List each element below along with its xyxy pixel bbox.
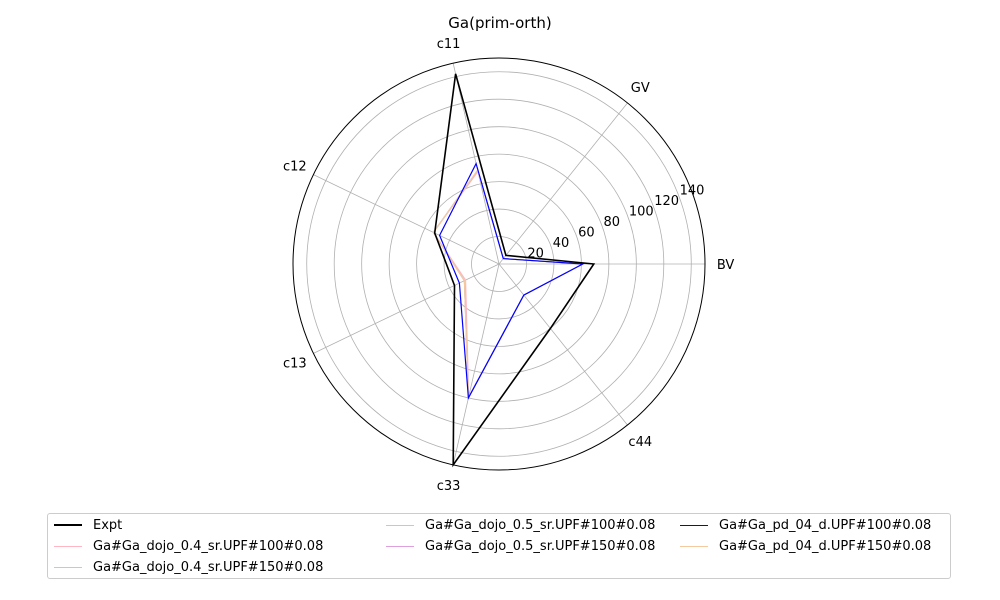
- series-line-5: [438, 161, 585, 400]
- legend-label: Expt: [93, 517, 123, 533]
- legend-label: Ga#Ga_dojo_0.4_sr.UPF#150#0.08: [93, 559, 324, 575]
- radial-tick-label: 60: [578, 225, 595, 240]
- legend-swatch: [54, 566, 82, 568]
- legend-item: Ga#Ga_dojo_0.4_sr.UPF#150#0.08: [54, 557, 323, 577]
- spoke-c44: [498, 263, 628, 426]
- legend-label: Ga#Ga_dojo_0.5_sr.UPF#100#0.08: [425, 517, 656, 533]
- axis-label-c33: c33: [437, 479, 461, 494]
- axis-label-c12: c12: [283, 160, 307, 175]
- legend-item: Ga#Ga_pd_04_d.UPF#100#0.08: [680, 515, 931, 535]
- legend-item: Ga#Ga_dojo_0.5_sr.UPF#100#0.08: [386, 515, 655, 535]
- series-line-1: [432, 170, 585, 399]
- axis-labels: BV GV c11 c12 c13 c33 c44: [283, 37, 734, 494]
- spoke-c13: [313, 263, 500, 354]
- legend-label: Ga#Ga_pd_04_d.UPF#150#0.08: [719, 538, 932, 554]
- legend-swatch: [54, 545, 82, 547]
- legend-item: Ga#Ga_pd_04_d.UPF#150#0.08: [680, 536, 931, 556]
- legend-swatch: [54, 524, 82, 526]
- legend-swatch: [386, 545, 414, 547]
- axis-label-BV: BV: [717, 258, 735, 273]
- axis-label-c44: c44: [628, 435, 652, 450]
- spoke-GV: [498, 102, 628, 265]
- axis-label-GV: GV: [631, 81, 650, 96]
- radial-tick-label: 80: [604, 215, 621, 230]
- legend-label: Ga#Ga_dojo_0.4_sr.UPF#100#0.08: [93, 538, 324, 554]
- legend-item: Ga#Ga_dojo_0.5_sr.UPF#150#0.08: [386, 536, 655, 556]
- outer-frame: [292, 57, 706, 471]
- radial-tick-label: 140: [680, 183, 705, 198]
- series-line-0: [433, 73, 596, 468]
- legend-label: Ga#Ga_pd_04_d.UPF#100#0.08: [719, 517, 932, 533]
- radial-tick-label: 20: [527, 246, 544, 261]
- legend-item: Expt: [54, 515, 122, 535]
- legend-item: Ga#Ga_dojo_0.4_sr.UPF#100#0.08: [54, 536, 323, 556]
- axis-label-c11: c11: [437, 37, 461, 52]
- legend-swatch: [386, 524, 414, 526]
- series-layer: [432, 73, 596, 468]
- legend-swatch: [680, 545, 708, 547]
- axis-label-c13: c13: [283, 356, 307, 371]
- spoke-c12: [313, 174, 500, 265]
- radar-grid: [292, 57, 706, 471]
- chart-title: Ga(prim-orth): [448, 14, 551, 32]
- radial-tick-label: 120: [654, 194, 679, 209]
- legend-swatch: [680, 524, 708, 526]
- radial-tick-label: 40: [553, 236, 570, 251]
- legend-label: Ga#Ga_dojo_0.5_sr.UPF#150#0.08: [425, 538, 656, 554]
- legend: Expt Ga#Ga_dojo_0.4_sr.UPF#100#0.08 Ga#Ga_…: [47, 513, 951, 579]
- spoke-c33: [452, 263, 500, 465]
- radial-tick-label: 100: [629, 204, 654, 219]
